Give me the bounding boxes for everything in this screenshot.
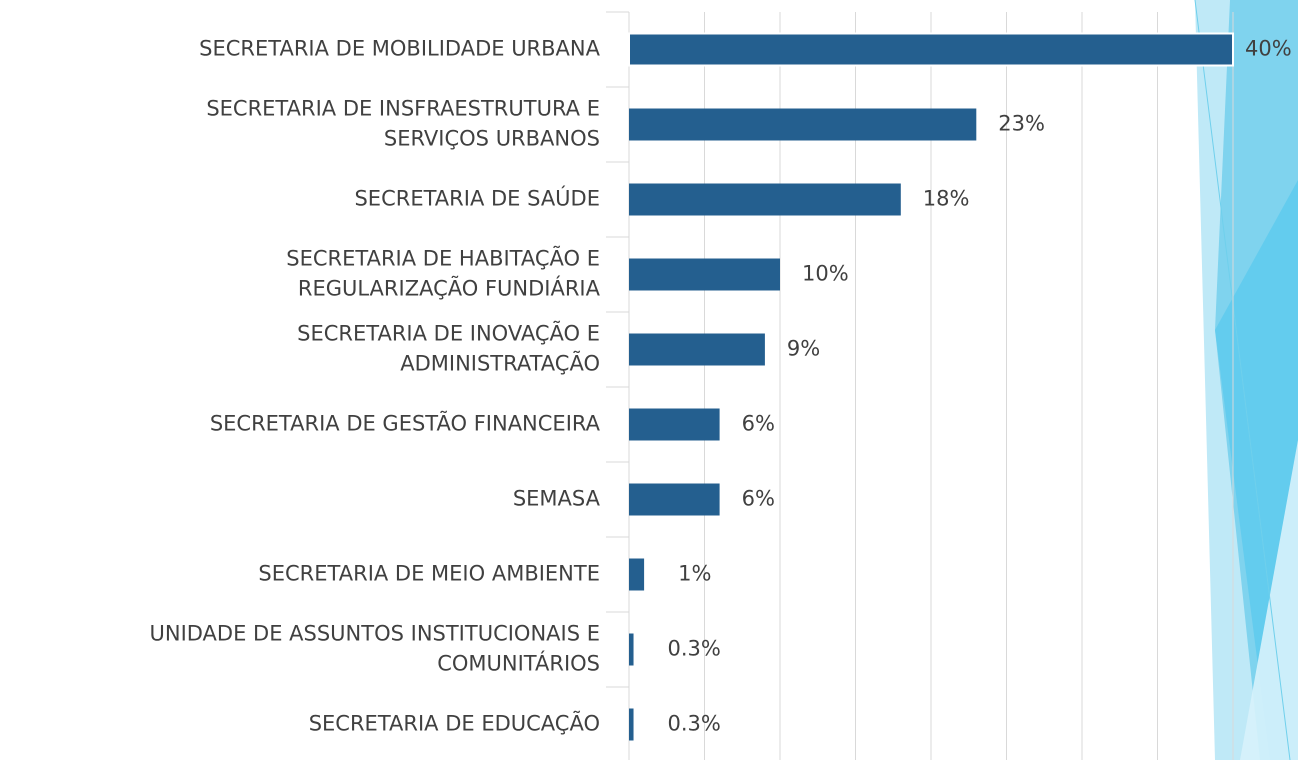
bar	[628, 32, 1234, 67]
bar	[629, 333, 765, 366]
value-label: 6%	[742, 412, 775, 436]
bar	[629, 408, 720, 441]
decor-shape	[1240, 440, 1298, 760]
value-label: 10%	[802, 262, 849, 286]
value-label: 6%	[742, 487, 775, 511]
plot-area: SECRETARIA DE MOBILIDADE URBANA 40% SECRET…	[149, 11, 1292, 760]
bar	[629, 708, 634, 741]
category-label: SECRETARIA DE EDUCAÇÃO	[309, 710, 600, 736]
value-label: 18%	[923, 187, 970, 211]
category-label: UNIDADE DE ASSUNTOS INSTITUCIONAIS E COMU…	[149, 622, 600, 676]
category-label: SECRETARIA DE MEIO AMBIENTE	[258, 562, 600, 586]
value-label: 0.3%	[668, 712, 721, 736]
bar	[629, 633, 634, 666]
value-label: 9%	[787, 337, 820, 361]
bar	[629, 258, 780, 291]
category-label: SECRETARIA DE GESTÃO FINANCEIRA	[210, 410, 601, 436]
category-label: SEMASA	[513, 487, 601, 511]
value-label: 1%	[678, 562, 711, 586]
value-label: 23%	[998, 112, 1045, 136]
category-label: SECRETARIA DE INSFRAESTRUTURA E SERVIÇOS …	[206, 97, 600, 151]
category-label: SECRETARIA DE HABITAÇÃO E REGULARIZAÇÃO F…	[286, 245, 600, 301]
decoration	[1194, 0, 1298, 760]
bar	[629, 108, 977, 141]
category-label: SECRETARIA DE MOBILIDADE URBANA	[199, 37, 600, 61]
value-label: 0.3%	[668, 637, 721, 661]
decor-line	[1194, 0, 1291, 760]
bar	[629, 183, 901, 216]
category-label: SECRETARIA DE INOVAÇÃO E ADMINISTRATAÇÃO	[297, 320, 600, 376]
bar	[629, 483, 720, 516]
bar	[629, 558, 645, 591]
category-label: SECRETARIA DE SAÚDE	[354, 186, 600, 211]
value-label: 40%	[1245, 37, 1292, 61]
